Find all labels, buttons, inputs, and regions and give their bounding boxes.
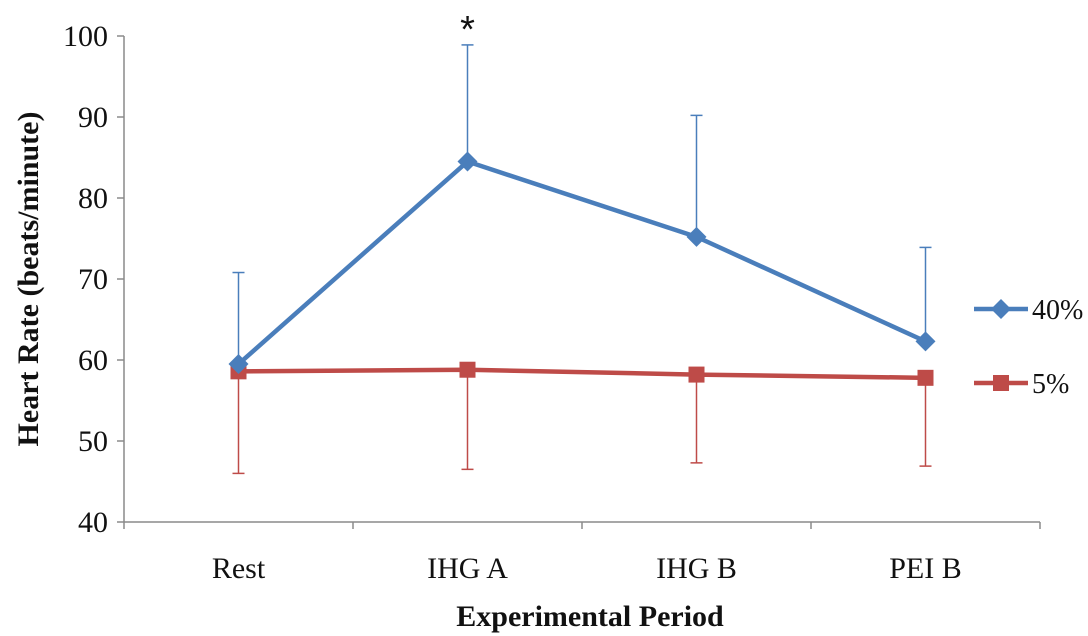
x-tick-label: IHG B (656, 552, 737, 585)
legend-marker (993, 375, 1009, 391)
legend-label: 5% (1032, 369, 1069, 400)
x-tick-label: IHG A (427, 552, 508, 585)
series-layer (228, 151, 936, 386)
axes: 40 50 60 70 80 90 100 Rest IHG A IHG B PEI B (63, 20, 1041, 585)
y-tick-label: 60 (78, 344, 108, 377)
legend-marker (991, 299, 1011, 319)
y-axis-title: Heart Rate (beats/minute) (12, 112, 45, 447)
legend-label: 40% (1032, 295, 1083, 326)
data-point (915, 331, 936, 352)
series-line (237, 159, 927, 366)
error-bars (232, 44, 932, 475)
y-tick-label: 40 (78, 506, 108, 539)
y-tick-label: 70 (78, 263, 108, 296)
data-point (459, 361, 476, 378)
y-tick-label: 50 (78, 425, 108, 458)
y-tick-label: 100 (63, 20, 108, 53)
x-axis-title: Experimental Period (456, 600, 724, 633)
data-point (686, 226, 707, 247)
series-line (238, 367, 926, 381)
x-ticks: Rest IHG A IHG B PEI B (123, 522, 1041, 585)
data-point (688, 366, 705, 383)
data-point (228, 354, 249, 375)
significance-marker: * (460, 9, 475, 51)
y-tick-label: 80 (78, 182, 108, 215)
legend: 40% 5% (974, 295, 1083, 400)
x-tick-label: PEI B (889, 552, 962, 585)
annotations: * (460, 9, 475, 51)
data-point (917, 369, 934, 386)
y-ticks: 40 50 60 70 80 90 100 (63, 20, 124, 539)
x-tick-label: Rest (212, 552, 266, 585)
data-point (457, 151, 478, 172)
y-tick-label: 90 (78, 101, 108, 134)
